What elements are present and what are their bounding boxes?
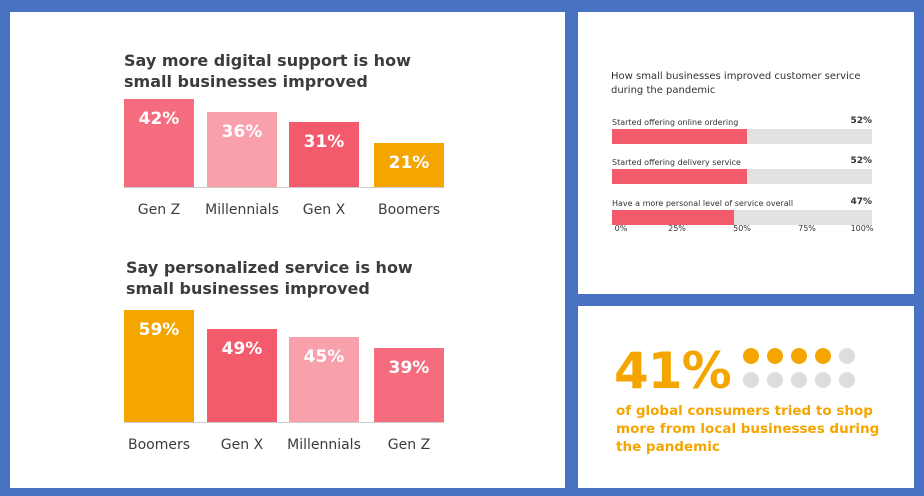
chart3-value-label-1: 52% xyxy=(850,156,872,166)
chart2-bar-0: 59% xyxy=(124,310,194,422)
stat-dot-5 xyxy=(743,372,759,388)
chart3-tick-label-1: 25% xyxy=(668,224,686,233)
chart1-title: Say more digital support is how small bu… xyxy=(124,51,411,91)
chart1-category-label-1: Millennials xyxy=(205,202,279,218)
stat-dot-8 xyxy=(815,372,831,388)
chart2-category-label-2: Millennials xyxy=(287,437,361,453)
chart2-category-label-3: Gen Z xyxy=(387,437,431,453)
stat-dot-2 xyxy=(791,348,807,364)
chart1-category-label-3: Boomers xyxy=(377,202,441,218)
chart2-category-label-0: Boomers xyxy=(127,437,191,453)
chart1-value-label-2: 31% xyxy=(303,132,345,153)
chart3-bar-0 xyxy=(612,129,748,144)
bottom-right-panel: 41% of global consumers tried to shop mo… xyxy=(578,306,914,488)
chart2-value-label-0: 59% xyxy=(138,320,180,340)
chart2-value-label-3: 39% xyxy=(388,357,430,378)
stat-dot-9 xyxy=(839,372,855,388)
stat-dot-4 xyxy=(839,348,855,364)
chart3-bar-2 xyxy=(612,210,735,225)
stat-dot-7 xyxy=(791,372,807,388)
chart3-value-label-0: 52% xyxy=(850,116,872,126)
chart2-bar-1: 49% xyxy=(207,328,277,422)
chart1-bar-3: 21% xyxy=(374,143,444,187)
chart2-category-label-1: Gen X xyxy=(220,437,264,453)
chart3-tick-label-3: 75% xyxy=(798,224,816,233)
chart1-value-label-1: 36% xyxy=(221,121,263,142)
stat-dot-3 xyxy=(815,348,831,364)
chart3-track-2 xyxy=(612,210,872,225)
stat-dot-6 xyxy=(767,372,783,388)
stat-value: 41% xyxy=(614,342,732,400)
chart3-tick-label-2: 50% xyxy=(733,224,751,233)
chart3-category-label-1: Started offering delivery service xyxy=(612,158,741,167)
chart1-bar-1: 36% xyxy=(207,111,277,187)
chart2-plot: 59% Boomers 49% Gen X 45% Millennials 39% Gen Z xyxy=(10,12,565,488)
top-right-panel: How small businesses improved customer s… xyxy=(578,12,914,294)
chart3-plot: Started offering online ordering 52% Start… xyxy=(578,12,914,294)
chart3-category-label-2: Have a more personal level of service ov… xyxy=(612,199,794,208)
chart3-tick-label-4: 100% xyxy=(850,224,874,233)
stat-dot-1 xyxy=(767,348,783,364)
chart3-title: How small businesses improved customer s… xyxy=(611,71,861,96)
chart1-bar-2: 31% xyxy=(289,122,359,187)
chart1-value-label-3: 21% xyxy=(388,153,430,173)
chart1-value-label-0: 42% xyxy=(138,109,180,129)
chart1-bar-0: 42% xyxy=(124,99,194,187)
chart3-value-label-2: 47% xyxy=(850,197,872,207)
chart2-value-label-2: 45% xyxy=(303,346,345,367)
stat-dot-0 xyxy=(743,348,759,364)
stat-caption: of global consumers tried to shop more f… xyxy=(616,403,880,455)
chart1-plot: 42% Gen Z 36% Millennials 31% Gen X 21% Boomers xyxy=(10,12,565,242)
chart2-bar-2: 45% xyxy=(289,336,359,422)
chart2-bar-3: 39% xyxy=(374,347,444,422)
chart3-track-1 xyxy=(612,169,872,184)
chart1-baseline xyxy=(124,187,444,188)
chart1-category-label-2: Gen X xyxy=(302,202,346,218)
chart3-bar-1 xyxy=(612,169,748,184)
chart3-tick-label-0: 0% xyxy=(614,224,628,233)
chart3-track-0 xyxy=(612,129,872,144)
chart3-category-label-0: Started offering online ordering xyxy=(612,118,739,127)
chart2-baseline xyxy=(124,422,444,423)
left-panel: Say more digital support is how small bu… xyxy=(10,12,565,488)
chart1-category-label-0: Gen Z xyxy=(137,202,181,218)
chart2-title: Say personalized service is how small bu… xyxy=(126,258,413,298)
chart2-value-label-1: 49% xyxy=(221,338,263,359)
